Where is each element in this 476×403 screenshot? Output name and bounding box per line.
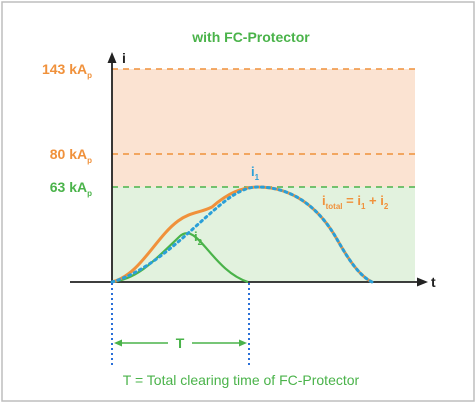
- x-axis-arrow: [417, 277, 428, 287]
- interval-arrow-left: [114, 339, 122, 347]
- interval-arrow-right: [239, 339, 247, 347]
- caption: T = Total clearing time of FC-Protector: [123, 372, 360, 388]
- x-axis-label: t: [431, 274, 436, 290]
- i2-label: i2: [194, 229, 203, 247]
- i1-curve: [110, 185, 374, 284]
- level-label-80: 80 kAp: [50, 146, 92, 165]
- orange-zone: [112, 69, 415, 187]
- y-axis-label: i: [122, 50, 126, 66]
- level-label-63: 63 kAp: [50, 179, 92, 198]
- interval-label: T: [176, 335, 185, 351]
- i2-curve: [111, 232, 249, 284]
- y-axis-arrow: [107, 52, 117, 63]
- level-label-143: 143 kAp: [42, 61, 92, 80]
- i1-label: i1: [251, 164, 260, 182]
- diagram-title: with FC-Protector: [191, 29, 310, 45]
- itotal-label: itotal = i1 + i2: [322, 193, 389, 211]
